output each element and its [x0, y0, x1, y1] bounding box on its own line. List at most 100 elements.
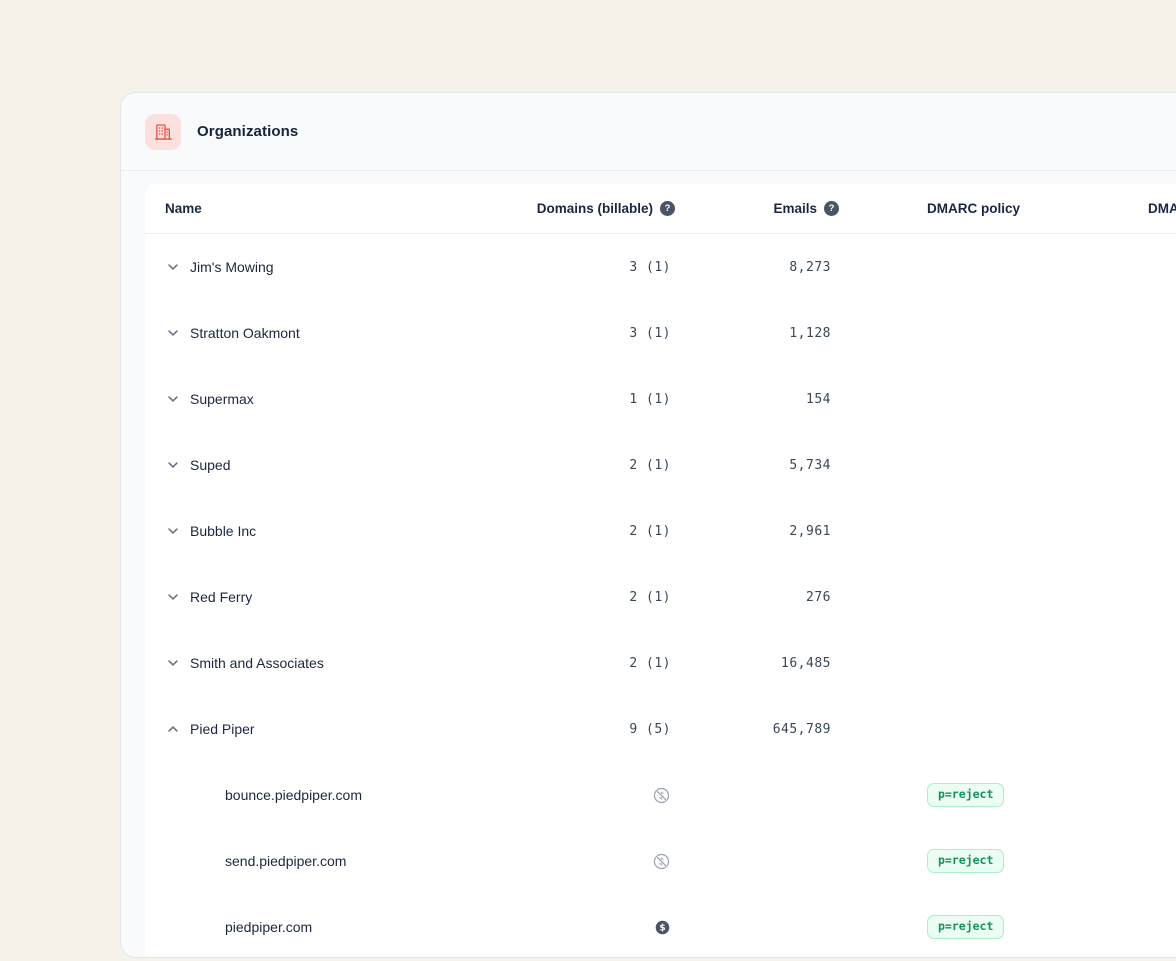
table-body: Jim's Mowing 3 (1) 8,273 Stratton Oakmon… — [145, 234, 1176, 957]
emails-count: 276 — [806, 589, 831, 605]
help-icon[interactable]: ? — [660, 201, 675, 216]
dmarc-policy-badge: p=reject — [927, 915, 1005, 939]
organization-row[interactable]: Stratton Oakmont 3 (1) 1,128 — [145, 300, 1176, 366]
emails-count: 16,485 — [781, 655, 831, 671]
organization-row[interactable]: Jim's Mowing 3 (1) 8,273 — [145, 234, 1176, 300]
emails-count: 8,273 — [789, 259, 831, 275]
organization-row[interactable]: Bubble Inc 2 (1) 2,961 — [145, 498, 1176, 564]
column-header-emails: Emails ? — [675, 201, 839, 216]
organization-row[interactable]: Suped 2 (1) 5,734 — [145, 432, 1176, 498]
org-name-cell: Suped — [165, 457, 525, 473]
emails-count: 5,734 — [789, 457, 831, 473]
emails-cell: 645,789 — [675, 722, 839, 737]
domains-count: 2 (1) — [629, 589, 671, 605]
org-name-cell: Pied Piper — [165, 721, 525, 737]
help-icon[interactable]: ? — [824, 201, 839, 216]
column-header-dmarc-policy: DMARC policy — [839, 201, 1060, 216]
chevron-down-icon[interactable] — [165, 523, 181, 539]
organization-row[interactable]: Supermax 1 (1) 154 — [145, 366, 1176, 432]
chevron-up-icon[interactable] — [165, 721, 181, 737]
emails-cell: 5,734 — [675, 458, 839, 473]
organizations-icon-box — [145, 113, 181, 150]
billable-cell: $ $ — [525, 786, 675, 805]
domain-row: send.piedpiper.com $ $ p=reject — [145, 828, 1176, 894]
billable-dollar-icon: $ — [654, 919, 671, 936]
chevron-down-icon[interactable] — [165, 655, 181, 671]
org-name: Supermax — [190, 391, 254, 407]
emails-cell: 2,961 — [675, 524, 839, 539]
chevron-down-icon[interactable] — [165, 325, 181, 341]
column-header-name-label: Name — [165, 201, 202, 216]
chevron-down-icon[interactable] — [165, 589, 181, 605]
domains-count: 3 (1) — [629, 259, 671, 275]
domain-name: bounce.piedpiper.com — [225, 787, 362, 803]
domain-row: piedpiper.com $ $ p=reject — [145, 894, 1176, 957]
emails-count: 154 — [806, 391, 831, 407]
chevron-down-icon[interactable] — [165, 259, 181, 275]
column-header-dmarc-clipped-label: DMA — [1148, 201, 1176, 216]
domains-cell: 3 (1) — [525, 326, 675, 341]
domains-cell: 2 (1) — [525, 656, 675, 671]
org-name: Suped — [190, 457, 231, 473]
domains-cell: 3 (1) — [525, 260, 675, 275]
emails-count: 645,789 — [772, 721, 831, 737]
emails-cell: 8,273 — [675, 260, 839, 275]
domains-count: 2 (1) — [629, 523, 671, 539]
org-name-cell: Smith and Associates — [165, 655, 525, 671]
org-name-cell: Stratton Oakmont — [165, 325, 525, 341]
emails-cell: 154 — [675, 392, 839, 407]
domain-row: bounce.piedpiper.com $ $ p=reject — [145, 762, 1176, 828]
emails-count: 1,128 — [789, 325, 831, 341]
dmarc-policy-cell: p=reject — [839, 849, 1060, 873]
org-name: Smith and Associates — [190, 655, 324, 671]
org-name-cell: Red Ferry — [165, 589, 525, 605]
chevron-down-icon[interactable] — [165, 391, 181, 407]
organizations-card: Organizations Name Domains (billable) ? … — [120, 92, 1176, 958]
org-name: Stratton Oakmont — [190, 325, 300, 341]
org-name: Red Ferry — [190, 589, 253, 605]
domain-name-cell: piedpiper.com — [165, 919, 525, 935]
column-header-domains-label: Domains (billable) — [536, 201, 653, 216]
page-title: Organizations — [197, 123, 299, 140]
buildings-icon — [153, 122, 173, 142]
organization-row[interactable]: Red Ferry 2 (1) 276 — [145, 564, 1176, 630]
dmarc-policy-badge: p=reject — [927, 783, 1005, 807]
domains-count: 9 (5) — [629, 721, 671, 737]
dmarc-policy-cell: p=reject — [839, 915, 1060, 939]
domain-name: send.piedpiper.com — [225, 853, 347, 869]
billable-cell: $ $ — [525, 919, 675, 936]
emails-count: 2,961 — [789, 523, 831, 539]
domains-cell: 1 (1) — [525, 392, 675, 407]
dmarc-policy-badge: p=reject — [927, 849, 1005, 873]
domain-name-cell: send.piedpiper.com — [165, 853, 525, 869]
dmarc-policy-cell: p=reject — [839, 783, 1060, 807]
org-name: Jim's Mowing — [190, 259, 274, 275]
domain-name-cell: bounce.piedpiper.com — [165, 787, 525, 803]
domains-cell: 2 (1) — [525, 524, 675, 539]
domains-count: 2 (1) — [629, 457, 671, 473]
domains-cell: 2 (1) — [525, 590, 675, 605]
org-name-cell: Jim's Mowing — [165, 259, 525, 275]
organization-row[interactable]: Smith and Associates 2 (1) 16,485 — [145, 630, 1176, 696]
non-billable-icon: $ — [652, 852, 671, 871]
chevron-down-icon[interactable] — [165, 457, 181, 473]
table-header-row: Name Domains (billable) ? Emails ? DMARC… — [145, 184, 1176, 234]
domains-cell: 2 (1) — [525, 458, 675, 473]
domains-cell: 9 (5) — [525, 722, 675, 737]
column-header-domains: Domains (billable) ? — [525, 201, 675, 216]
column-header-dmarc-clipped: DMA — [1060, 201, 1176, 216]
organization-row[interactable]: Pied Piper 9 (5) 645,789 — [145, 696, 1176, 762]
org-name: Pied Piper — [190, 721, 255, 737]
organizations-table: Name Domains (billable) ? Emails ? DMARC… — [145, 184, 1176, 956]
column-header-name: Name — [165, 201, 525, 216]
org-name-cell: Supermax — [165, 391, 525, 407]
emails-cell: 16,485 — [675, 656, 839, 671]
domain-name: piedpiper.com — [225, 919, 313, 935]
domains-count: 2 (1) — [629, 655, 671, 671]
column-header-emails-label: Emails — [773, 201, 817, 216]
non-billable-icon: $ — [652, 786, 671, 805]
card-header: Organizations — [121, 93, 1176, 171]
svg-text:$: $ — [659, 923, 665, 933]
billable-cell: $ $ — [525, 852, 675, 871]
